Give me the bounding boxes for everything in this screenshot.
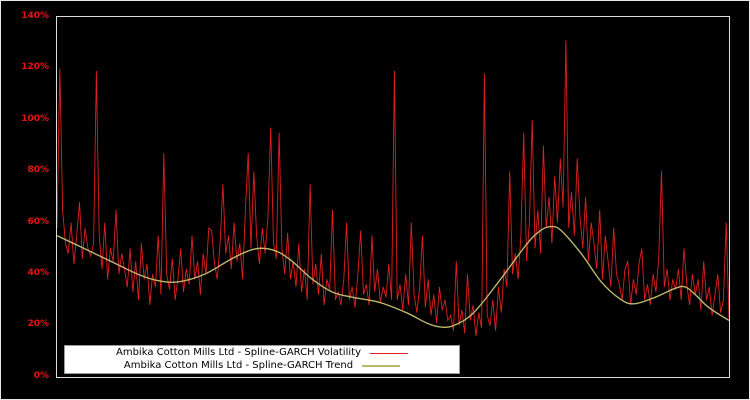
y-tick-label: 140%	[21, 11, 49, 21]
legend-line-sample-trend	[362, 365, 401, 367]
y-tick-label: 40%	[27, 268, 49, 278]
plot-svg	[57, 40, 729, 336]
volatility-line	[57, 40, 729, 336]
y-tick-label: 60%	[27, 217, 49, 227]
y-tick-label: 0%	[33, 371, 49, 381]
legend: Ambika Cotton Mills Ltd - Spline-GARCH V…	[64, 345, 460, 374]
y-tick-label: 120%	[21, 62, 49, 72]
legend-label-trend: Ambika Cotton Mills Ltd - Spline-GARCH T…	[123, 360, 354, 371]
y-tick-label: 80%	[27, 165, 49, 175]
y-tick-label: 20%	[27, 319, 49, 329]
trend-line	[57, 225, 729, 328]
plot-area: Ambika Cotton Mills Ltd - Spline-GARCH V…	[56, 16, 730, 378]
legend-label-volatility: Ambika Cotton Mills Ltd - Spline-GARCH V…	[116, 347, 361, 358]
y-tick-label: 100%	[21, 114, 49, 124]
legend-line-sample-volatility	[370, 352, 408, 354]
legend-item-volatility: Ambika Cotton Mills Ltd - Spline-GARCH V…	[65, 347, 459, 360]
legend-item-trend: Ambika Cotton Mills Ltd - Spline-GARCH T…	[65, 360, 459, 373]
